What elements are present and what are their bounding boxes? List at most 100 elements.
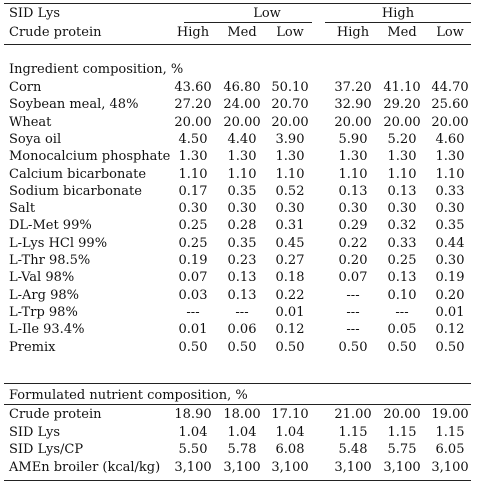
cell-l-arg-98-high-low: 0.20 bbox=[435, 288, 465, 303]
cell-soya-oil-high-high: 5.90 bbox=[338, 132, 368, 147]
cell-corn-high-low: 44.70 bbox=[431, 80, 469, 95]
cell-l-thr-98-5-high-med: 0.25 bbox=[387, 253, 417, 268]
cell-l-trp-98-low-high: --- bbox=[186, 305, 200, 320]
cell-monocalcium-phosphate-low-med: 1.30 bbox=[227, 149, 257, 164]
cell-wheat-high-high: 20.00 bbox=[334, 115, 372, 130]
cell-premix-low-high: 0.50 bbox=[178, 340, 208, 355]
cell-l-trp-98-high-high: --- bbox=[346, 305, 360, 320]
cell-dl-met-99-high-med: 0.32 bbox=[387, 218, 417, 233]
cell-sodium-bicarbonate-low-med: 0.35 bbox=[227, 184, 257, 199]
cell-sid-lys-high-low: 1.15 bbox=[435, 425, 465, 440]
cell-soybean-meal-48-low-med: 24.00 bbox=[223, 97, 261, 112]
cell-l-thr-98-5-low-low: 0.27 bbox=[275, 253, 305, 268]
cell-l-lys-hcl-99-low-high: 0.25 bbox=[178, 236, 208, 251]
cell-amen-broiler-kcal-kg-high-low: 3,100 bbox=[431, 460, 469, 475]
cell-monocalcium-phosphate-high-low: 1.30 bbox=[435, 149, 465, 164]
row-label-calcium-bicarbonate: Calcium bicarbonate bbox=[9, 167, 147, 182]
cell-sid-lys-cp-low-med: 5.78 bbox=[227, 442, 257, 457]
row-label-dl-met-99: DL-Met 99% bbox=[9, 218, 92, 233]
header-crude-protein-label: Crude protein bbox=[9, 25, 102, 40]
cell-salt-low-med: 0.30 bbox=[227, 201, 257, 216]
cell-amen-broiler-kcal-kg-low-med: 3,100 bbox=[223, 460, 261, 475]
cell-dl-met-99-low-high: 0.25 bbox=[178, 218, 208, 233]
col-header-high-low: Low bbox=[436, 25, 464, 40]
section-title-ingredient-composition: Ingredient composition, % bbox=[9, 62, 184, 77]
cell-sid-lys-cp-high-med: 5.75 bbox=[387, 442, 417, 457]
cell-sid-lys-cp-low-high: 5.50 bbox=[178, 442, 208, 457]
section-title-formulated-nutrient-composition: Formulated nutrient composition, % bbox=[9, 388, 248, 403]
cell-premix-high-med: 0.50 bbox=[387, 340, 417, 355]
cell-soya-oil-low-med: 4.40 bbox=[227, 132, 257, 147]
cell-l-arg-98-low-med: 0.13 bbox=[227, 288, 257, 303]
cell-wheat-low-low: 20.00 bbox=[271, 115, 309, 130]
cell-soybean-meal-48-low-low: 20.70 bbox=[271, 97, 309, 112]
cell-soya-oil-high-med: 5.20 bbox=[387, 132, 417, 147]
cell-salt-high-low: 0.30 bbox=[435, 201, 465, 216]
cell-amen-broiler-kcal-kg-high-high: 3,100 bbox=[334, 460, 372, 475]
cell-l-arg-98-low-high: 0.03 bbox=[178, 288, 208, 303]
row-label-l-lys-hcl-99: L-Lys HCl 99% bbox=[9, 236, 108, 251]
cell-calcium-bicarbonate-high-high: 1.10 bbox=[338, 167, 368, 182]
cell-salt-low-low: 0.30 bbox=[275, 201, 305, 216]
cell-monocalcium-phosphate-high-high: 1.30 bbox=[338, 149, 368, 164]
cell-l-lys-hcl-99-low-low: 0.45 bbox=[275, 236, 305, 251]
cell-wheat-high-med: 20.00 bbox=[383, 115, 421, 130]
row-label-crude-protein: Crude protein bbox=[9, 407, 102, 422]
cell-l-ile-93-4-high-med: 0.05 bbox=[387, 322, 417, 337]
cell-l-trp-98-high-med: --- bbox=[395, 305, 409, 320]
cell-crude-protein-low-med: 18.00 bbox=[223, 407, 261, 422]
cell-crude-protein-low-high: 18.90 bbox=[174, 407, 212, 422]
row-label-soya-oil: Soya oil bbox=[9, 132, 62, 147]
cell-sid-lys-low-med: 1.04 bbox=[227, 425, 257, 440]
cell-corn-high-high: 37.20 bbox=[334, 80, 372, 95]
nutrient-header-rule bbox=[4, 404, 471, 405]
cell-salt-high-high: 0.30 bbox=[338, 201, 368, 216]
cell-calcium-bicarbonate-low-low: 1.10 bbox=[275, 167, 305, 182]
cell-salt-low-high: 0.30 bbox=[178, 201, 208, 216]
cell-amen-broiler-kcal-kg-high-med: 3,100 bbox=[383, 460, 421, 475]
cell-sid-lys-low-low: 1.04 bbox=[275, 425, 305, 440]
cell-l-ile-93-4-high-high: --- bbox=[346, 322, 360, 337]
cell-corn-high-med: 41.10 bbox=[383, 80, 421, 95]
cell-dl-met-99-high-low: 0.35 bbox=[435, 218, 465, 233]
cell-l-trp-98-low-med: --- bbox=[235, 305, 249, 320]
cell-l-val-98-high-med: 0.13 bbox=[387, 270, 417, 285]
cell-corn-low-med: 46.80 bbox=[223, 80, 261, 95]
cell-l-arg-98-high-high: --- bbox=[346, 288, 360, 303]
group-header-low: Low bbox=[253, 6, 281, 21]
cell-sid-lys-cp-low-low: 6.08 bbox=[275, 442, 305, 457]
cell-l-val-98-low-high: 0.07 bbox=[178, 270, 208, 285]
top-rule bbox=[4, 3, 471, 4]
cell-l-thr-98-5-low-high: 0.19 bbox=[178, 253, 208, 268]
cell-l-lys-hcl-99-high-low: 0.44 bbox=[435, 236, 465, 251]
cell-l-val-98-low-low: 0.18 bbox=[275, 270, 305, 285]
cell-crude-protein-high-low: 19.00 bbox=[431, 407, 469, 422]
cell-calcium-bicarbonate-high-med: 1.10 bbox=[387, 167, 417, 182]
cell-soybean-meal-48-high-med: 29.20 bbox=[383, 97, 421, 112]
row-label-wheat: Wheat bbox=[9, 115, 52, 130]
cell-sodium-bicarbonate-high-med: 0.13 bbox=[387, 184, 417, 199]
cell-soya-oil-low-low: 3.90 bbox=[275, 132, 305, 147]
cell-premix-high-low: 0.50 bbox=[435, 340, 465, 355]
row-label-l-thr-98-5: L-Thr 98.5% bbox=[9, 253, 91, 268]
cell-l-lys-hcl-99-high-high: 0.22 bbox=[338, 236, 368, 251]
cell-dl-met-99-high-high: 0.29 bbox=[338, 218, 368, 233]
cell-sid-lys-high-high: 1.15 bbox=[338, 425, 368, 440]
group-underline-high bbox=[325, 22, 471, 23]
row-label-sodium-bicarbonate: Sodium bicarbonate bbox=[9, 184, 142, 199]
cell-l-trp-98-low-low: 0.01 bbox=[275, 305, 305, 320]
cell-l-arg-98-high-med: 0.10 bbox=[387, 288, 417, 303]
cell-sid-lys-cp-high-low: 6.05 bbox=[435, 442, 465, 457]
cell-soya-oil-low-high: 4.50 bbox=[178, 132, 208, 147]
cell-l-val-98-low-med: 0.13 bbox=[227, 270, 257, 285]
cell-l-ile-93-4-low-high: 0.01 bbox=[178, 322, 208, 337]
cell-monocalcium-phosphate-low-low: 1.30 bbox=[275, 149, 305, 164]
cell-corn-low-low: 50.10 bbox=[271, 80, 309, 95]
cell-salt-high-med: 0.30 bbox=[387, 201, 417, 216]
cell-l-ile-93-4-high-low: 0.12 bbox=[435, 322, 465, 337]
row-label-premix: Premix bbox=[9, 340, 56, 355]
cell-premix-low-low: 0.50 bbox=[275, 340, 305, 355]
col-header-low-med: Med bbox=[227, 25, 257, 40]
cell-wheat-low-high: 20.00 bbox=[174, 115, 212, 130]
cell-l-ile-93-4-low-low: 0.12 bbox=[275, 322, 305, 337]
